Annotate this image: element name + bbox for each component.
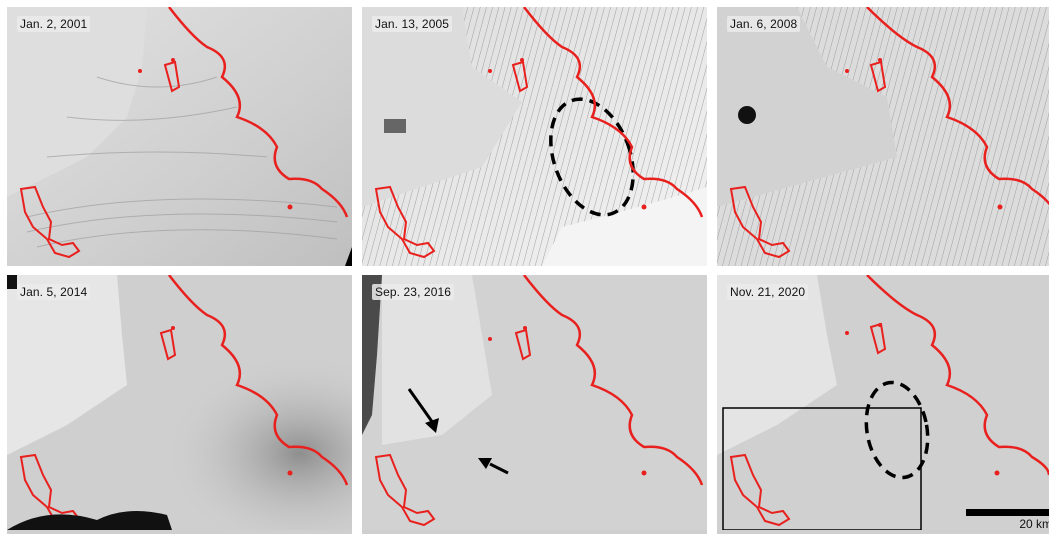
panel-2005-image <box>362 7 707 266</box>
scale-bar-label: 20 km <box>1019 517 1049 531</box>
panel-2001-image <box>7 7 352 266</box>
panel-2020-image <box>717 275 1049 530</box>
date-label: Sep. 23, 2016 <box>372 284 455 300</box>
ellipse-annotation <box>549 97 635 217</box>
panel-2016-image <box>362 275 707 530</box>
date-label: Jan. 13, 2005 <box>372 16 453 32</box>
panel-2001: Jan. 2, 2001 <box>7 7 352 266</box>
panel-2014: Jan. 5, 2014 <box>7 275 352 534</box>
panel-2014-image <box>7 275 352 530</box>
panel-2008: Jan. 6, 2008 <box>717 7 1049 266</box>
date-label: Jan. 6, 2008 <box>727 16 801 32</box>
arrow-annotations <box>407 388 509 475</box>
panel-2016: Sep. 23, 2016 <box>362 275 707 534</box>
panel-2005: Jan. 13, 2005 <box>362 7 707 266</box>
panel-2020: Nov. 21, 2020 20 km <box>717 275 1049 534</box>
scale-bar <box>966 509 1049 516</box>
date-label: Jan. 5, 2014 <box>17 284 91 300</box>
date-label: Nov. 21, 2020 <box>727 284 809 300</box>
panel-2008-image <box>717 7 1049 266</box>
inset-box <box>722 407 922 530</box>
date-label: Jan. 2, 2001 <box>17 16 91 32</box>
ellipse-annotation <box>864 380 930 480</box>
grounding-line <box>168 7 349 218</box>
